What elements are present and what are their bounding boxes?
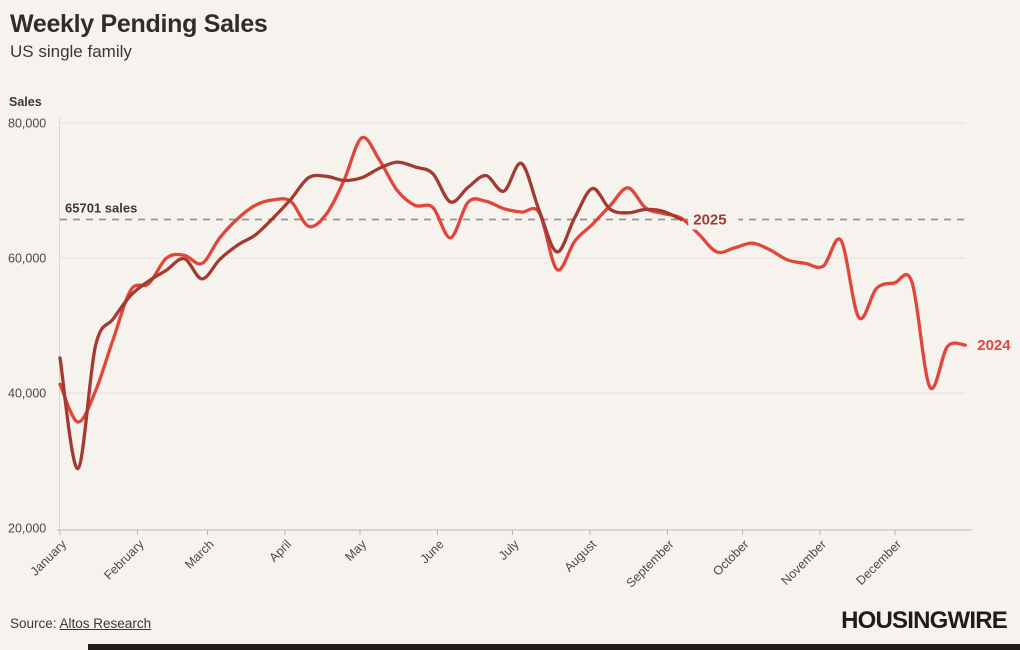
y-tick-label: 80,000 [8,117,46,131]
page-subtitle: US single family [10,42,132,61]
month-label-group: February [101,537,147,583]
month-label-group: October [710,537,751,578]
housingwire-logo: HOUSINGWIRE [841,607,1008,634]
y-axis-label: Sales [9,95,42,109]
x-tick-label: December [853,537,904,588]
reference-label: 65701 sales [65,201,137,216]
x-tick-label: February [101,537,147,583]
month-label-group: September [623,537,676,590]
month-label-group: December [853,537,904,588]
y-tick-label: 60,000 [8,252,46,266]
month-label-group: August [562,537,600,575]
month-label-group: January [28,537,70,579]
x-tick-label: January [28,537,70,579]
series-label-2024: 2024 [977,337,1011,354]
month-label-group: April [267,537,295,565]
month-label-group: November [778,537,829,588]
month-label-group: July [496,537,522,563]
month-label-group: June [418,537,447,566]
page-title: Weekly Pending Sales [10,10,268,38]
x-tick-label: July [496,537,522,563]
y-tick-label: 20,000 [8,522,46,536]
source-line: Source: Altos Research [10,616,151,631]
x-tick-label: April [267,537,295,565]
source-link[interactable]: Altos Research [59,616,152,631]
x-tick-label: November [778,537,829,588]
source-prefix: Source: [10,616,60,631]
series-label-2025: 2025 [693,212,726,229]
month-label-group: March [182,537,216,571]
series-line-2024 [58,135,967,424]
series-line-2025 [58,160,683,471]
series-label-bg [972,335,1020,356]
month-label-group: May [343,537,370,564]
x-tick-label: June [418,537,447,566]
x-tick-label: May [343,537,370,564]
chart-header: Weekly Pending Sales US single family [10,10,268,62]
x-tick-label: September [623,537,676,590]
x-tick-label: October [710,537,751,578]
x-tick-label: August [562,537,600,575]
series-label-bg [688,209,739,230]
x-tick-label: March [182,537,216,571]
footer-bar [88,644,1020,650]
y-tick-label: 40,000 [8,387,46,401]
